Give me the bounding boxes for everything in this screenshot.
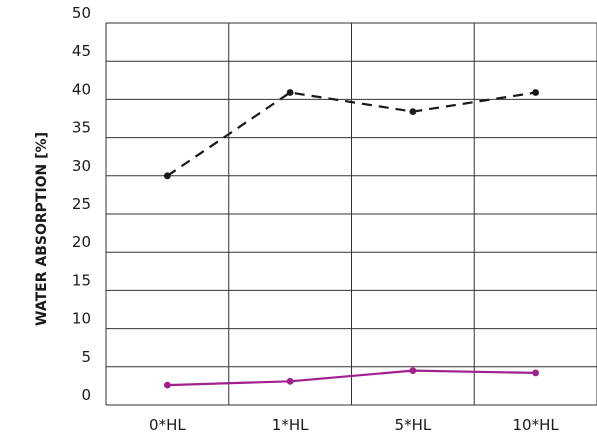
grid [105,22,597,406]
y-tick-label: 20 [72,233,91,251]
x-tick-label: 0*HL [149,416,186,434]
data-point [163,381,171,389]
y-axis-ticks: 0 5 10 15 20 25 30 35 40 45 50 [72,4,91,404]
data-point [286,377,294,385]
y-tick-label: 50 [72,4,91,22]
series-1 [163,367,540,389]
x-tick-label: 5*HL [395,416,432,434]
y-axis-title: WATER ABSORPTION [%] [34,132,50,326]
y-tick-label: 0 [81,386,91,404]
y-tick-label: 40 [72,80,91,98]
y-tick-label: 15 [72,271,91,289]
data-point [532,369,540,377]
data-point [163,172,171,180]
x-axis-ticks: 0*HL 1*HL 5*HL 10*HL [149,416,559,434]
x-tick-label: 10*HL [513,416,560,434]
series-line [167,369,536,387]
y-tick-label: 5 [81,348,91,366]
x-tick-label: 1*HL [272,416,309,434]
y-tick-label: 35 [72,119,91,137]
data-point [286,89,294,96]
y-tick-label: 25 [72,195,91,213]
data-point [532,89,540,96]
y-tick-label: 30 [72,157,91,175]
series [163,89,540,389]
data-point [409,367,417,375]
series-line [166,91,536,177]
series-0 [163,89,540,180]
y-tick-label: 45 [72,42,91,60]
data-point [409,108,417,116]
y-tick-label: 10 [72,310,91,328]
